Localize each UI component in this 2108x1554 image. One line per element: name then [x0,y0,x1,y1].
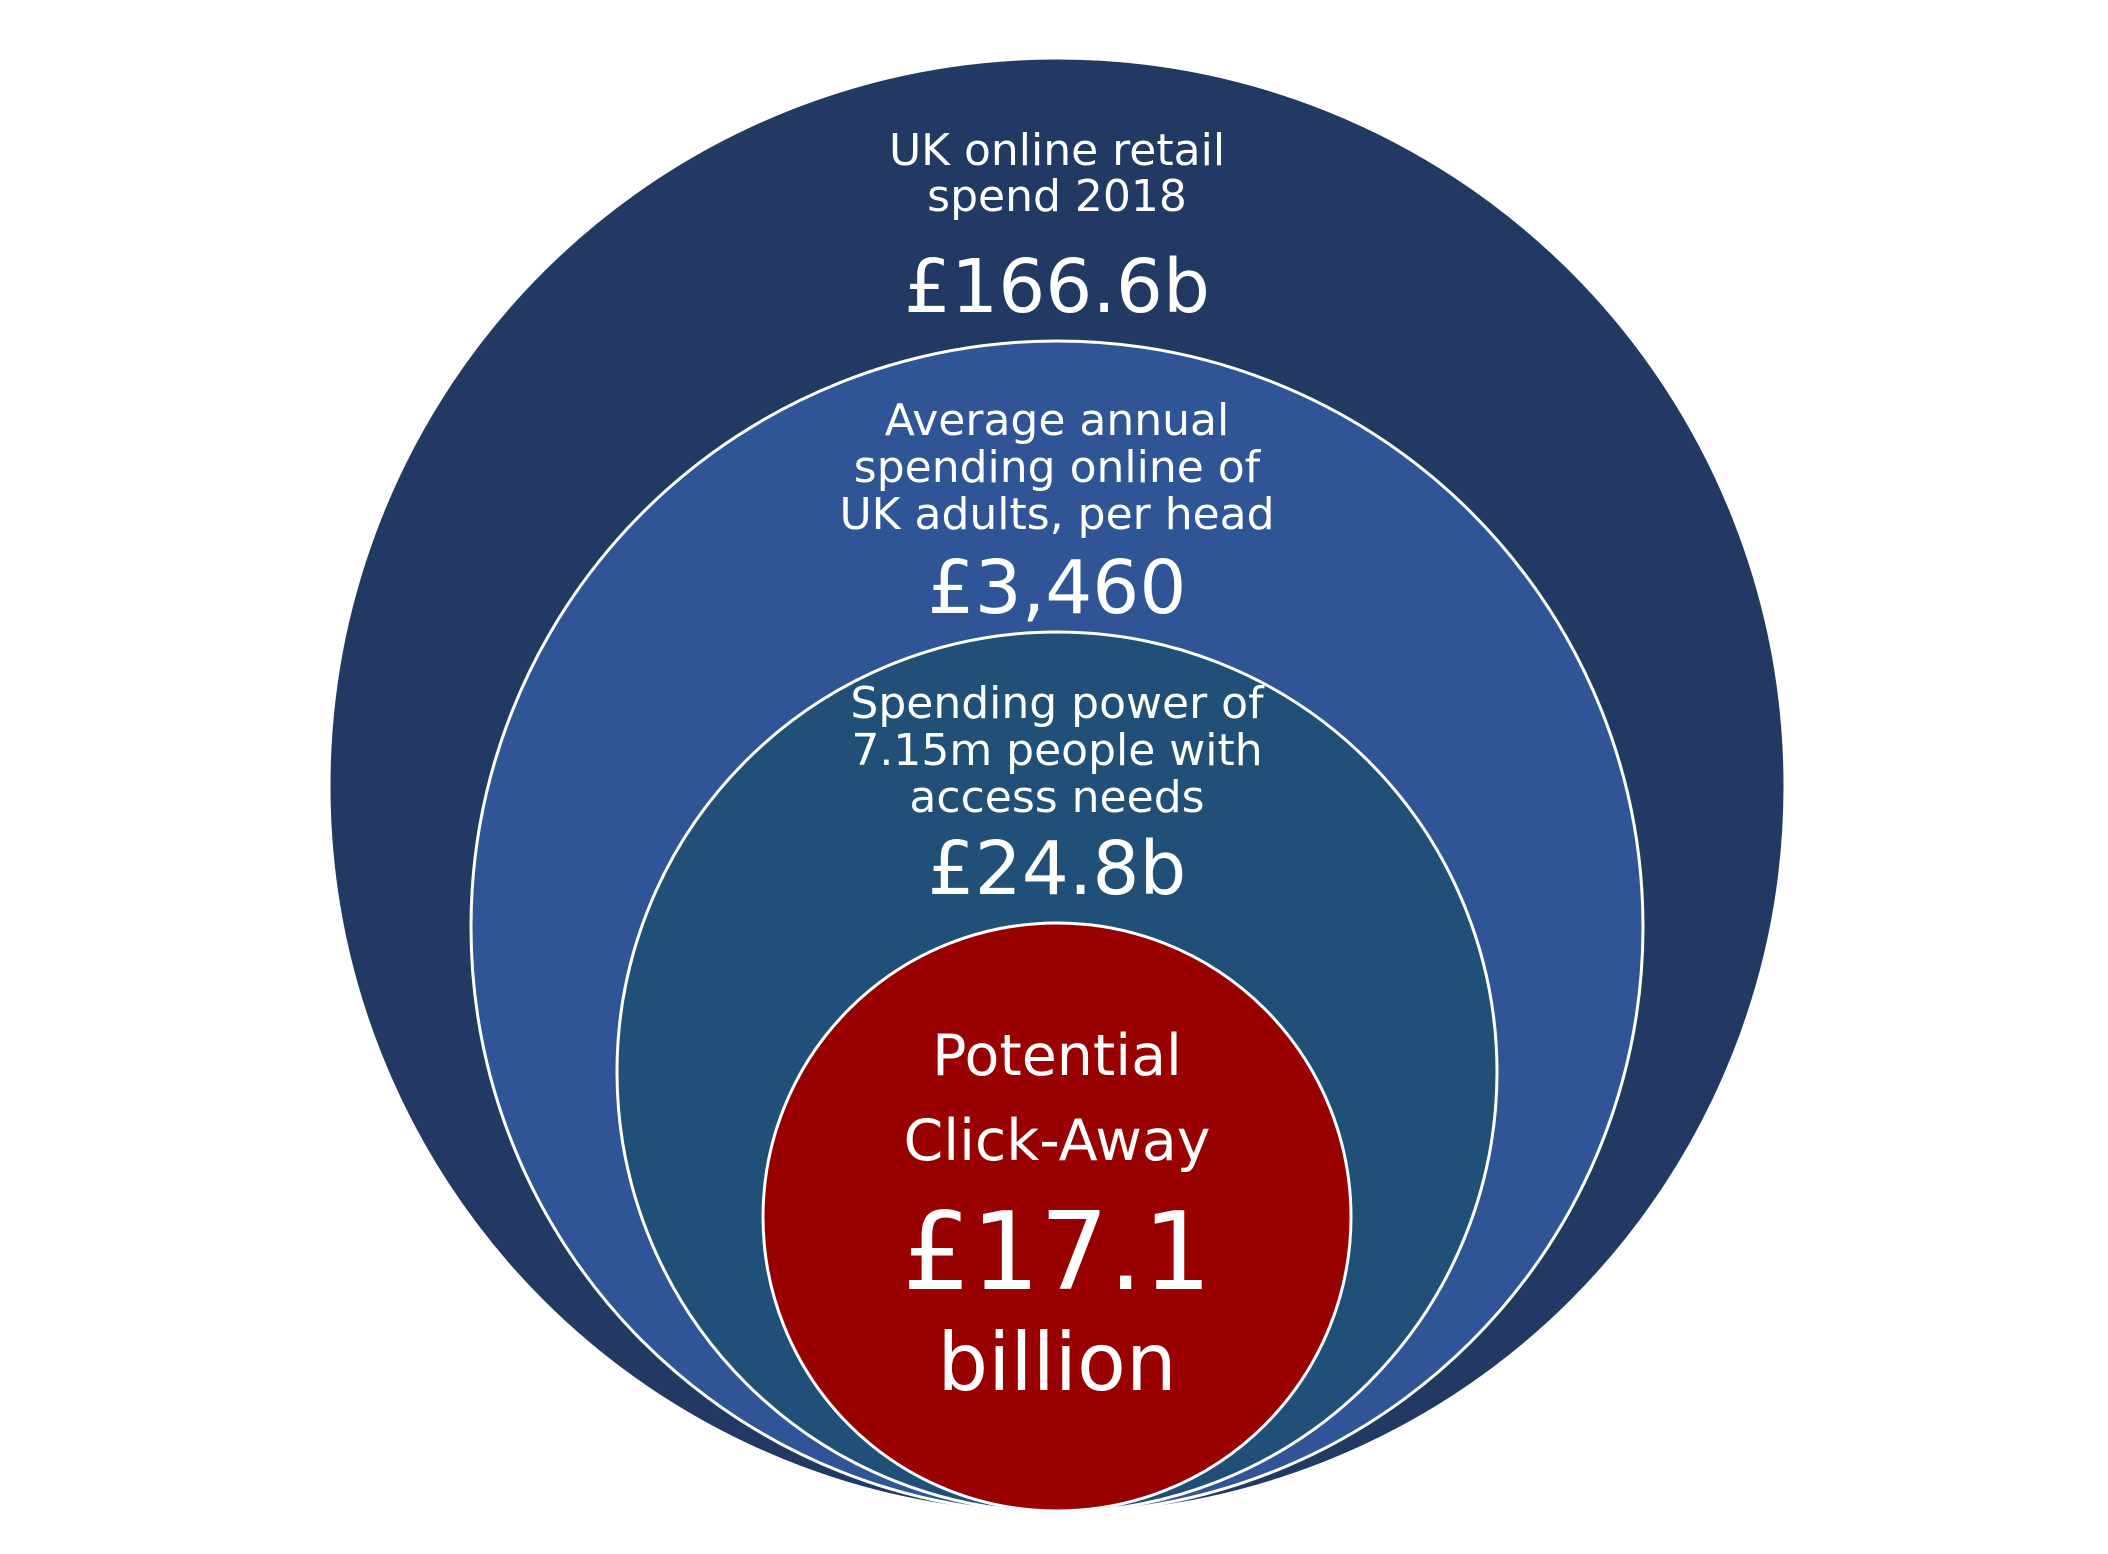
inner-label-line-1: Potential [932,1023,1182,1089]
outer-label-line-2: spend 2018 [927,171,1187,222]
third-label-line-2: 7.15m people with [851,725,1262,776]
second-label-line-2: spending online of [854,442,1262,493]
outer-value: £166.6b [904,244,1210,330]
second-value: £3,460 [928,545,1187,631]
second-label-line-1: Average annual [885,395,1229,446]
inner-label-line-2: Click-Away [903,1108,1210,1174]
outer-label-line-1: UK online retail [889,125,1225,176]
second-label-line-3: UK adults, per head [839,489,1274,540]
third-value: £24.8b [928,826,1187,912]
third-label-line-3: access needs [909,772,1204,823]
inner-value-unit: billion [937,1316,1176,1409]
inner-value: £17.1 [902,1190,1211,1315]
third-label-line-1: Spending power of [850,678,1265,729]
inner-circle [761,921,1353,1513]
